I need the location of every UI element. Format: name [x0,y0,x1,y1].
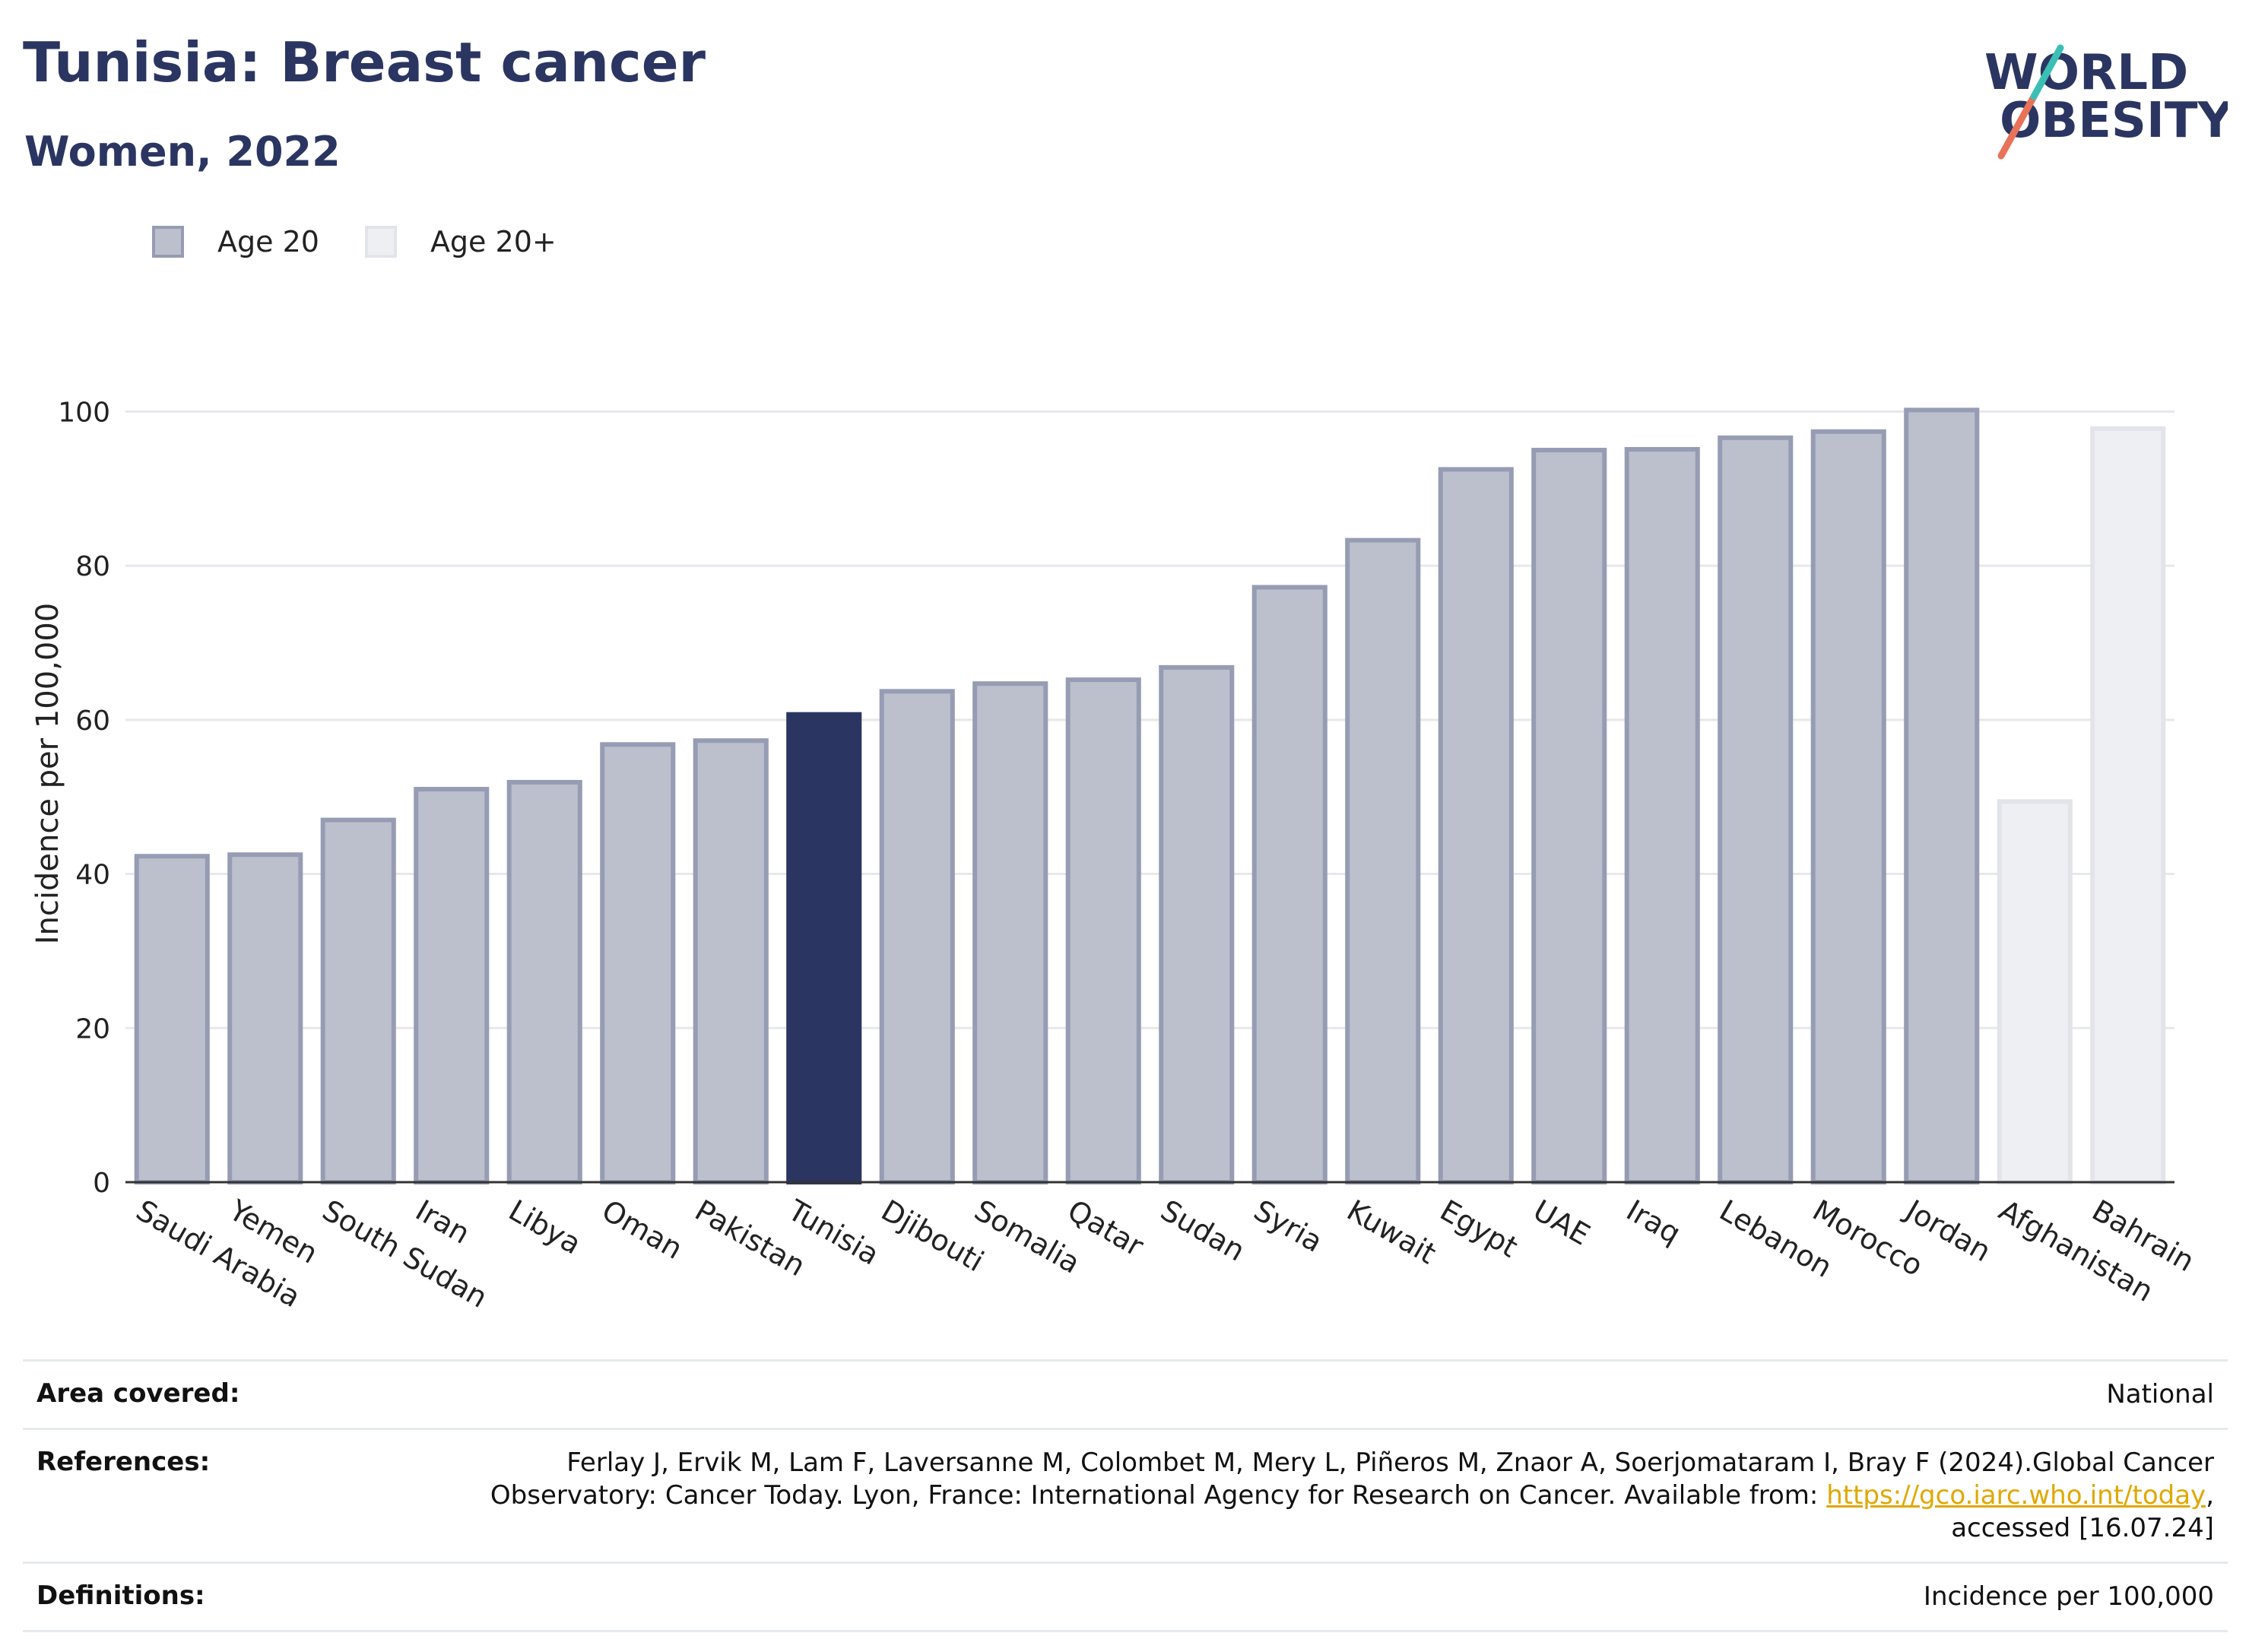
references-label: References: [36,1447,211,1477]
bar [1624,447,1700,1184]
references-line2-comma: , [2206,1480,2214,1511]
bar [600,742,676,1184]
bar [786,712,862,1184]
chart-legend: Age 20 Age 20+ [152,225,602,258]
bar [1718,435,1794,1184]
bar [1065,677,1141,1184]
bar [320,817,396,1185]
legend-item-age20[interactable]: Age 20 [152,225,319,258]
bar [693,738,769,1184]
bar [1159,664,1235,1184]
area-covered-label: Area covered: [36,1378,240,1409]
y-tick-label: 0 [93,1168,110,1199]
bar [1438,467,1514,1184]
x-tick-label: Iraq [1621,1194,1686,1251]
logo-slash-teal [2030,44,2064,100]
bar [134,854,210,1184]
y-tick-label: 40 [75,860,110,891]
bar [227,852,303,1185]
x-tick-label: Egypt [1435,1194,1524,1264]
y-axis-label: Incidence per 100,000 [30,603,65,945]
x-tick-label: Sudan [1155,1194,1251,1268]
y-tick-label: 60 [75,706,110,737]
definitions-label: Definitions: [36,1581,205,1611]
x-tick-label: UAE [1527,1194,1595,1252]
x-tick-label: Djibouti [876,1194,990,1279]
world-obesity-logo: WORLD OBESITY [1984,44,2228,160]
bar [1345,537,1421,1184]
logo-line1: WORLD [1984,45,2188,101]
bar [1997,799,2073,1185]
bar [879,689,955,1184]
legend-label-age20: Age 20 [217,225,319,258]
logo-slash-orange [1997,93,2038,160]
footer-table: Area covered: National References: Ferla… [23,1359,2228,1632]
references-value: Ferlay J, Ervik M, Lam F, Laversanne M, … [490,1447,2214,1545]
bar [1531,448,1607,1184]
bar [1810,429,1886,1184]
bar [2090,426,2166,1184]
footer-row-area: Area covered: National [23,1359,2228,1428]
bar [1904,407,1980,1184]
y-tick-label: 100 [58,397,110,428]
bar [414,787,490,1184]
x-tick-label: South Sudan [317,1194,493,1314]
legend-item-age20plus[interactable]: Age 20+ [364,225,557,258]
x-tick-label: Libya [503,1194,587,1261]
y-tick-label: 20 [75,1013,110,1045]
references-link[interactable]: https://gco.iarc.who.int/today [1826,1480,2206,1511]
legend-swatch-age20plus [364,226,397,258]
bar [1251,585,1328,1184]
bar [972,681,1048,1184]
x-tick-label: Somalia [969,1194,1086,1280]
definitions-value: Incidence per 100,000 [1923,1581,2214,1612]
references-line1: Ferlay J, Ervik M, Lam F, Laversanne M, … [566,1447,2214,1478]
references-line2: Observatory: Cancer Today. Lyon, France:… [490,1479,2214,1512]
x-tick-label: Iran [410,1194,475,1251]
page-title: Tunisia: Breast cancer [23,30,706,94]
logo-line2: OBESITY [2000,93,2228,149]
y-tick-label: 80 [75,551,110,582]
x-tick-label: Kuwait [1341,1194,1442,1271]
references-line2-text: Observatory: Cancer Today. Lyon, France:… [490,1480,1827,1511]
x-tick-label: Syria [1248,1194,1328,1259]
area-covered-value: National [2106,1379,2214,1409]
legend-swatch-age20 [152,226,184,258]
legend-label-age20plus: Age 20+ [430,225,557,258]
footer-row-references: References: Ferlay J, Ervik M, Lam F, La… [23,1428,2228,1562]
page-subtitle: Women, 2022 [24,128,341,176]
x-tick-label: Oman [596,1194,688,1266]
references-line3: accessed [16.07.24] [1951,1513,2214,1543]
bar [506,779,582,1184]
footer-row-definitions: Definitions: Incidence per 100,000 [23,1562,2228,1632]
